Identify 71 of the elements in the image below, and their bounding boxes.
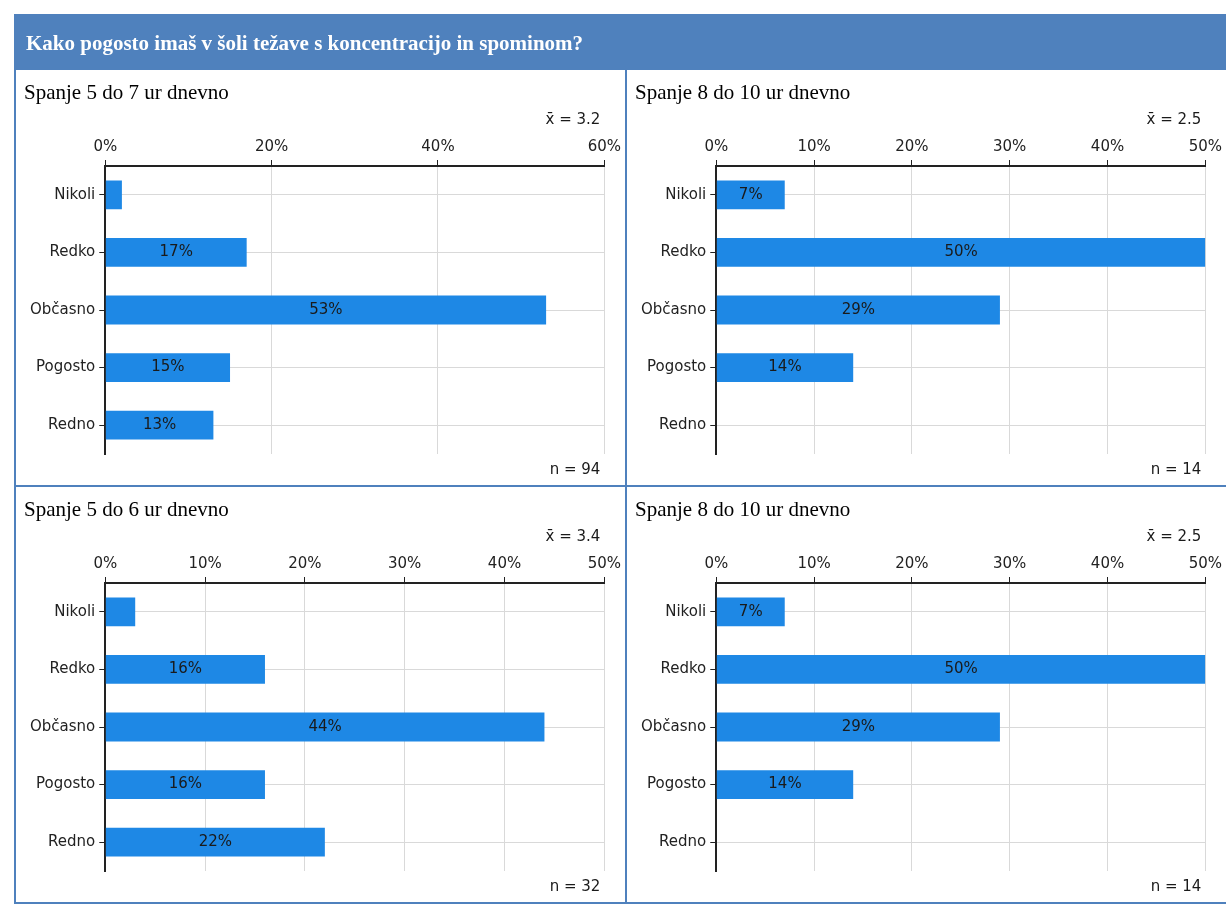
y-tick-label: Nikoli <box>54 601 96 620</box>
x-tick-label: 0% <box>93 553 118 572</box>
y-tick-label: Občasno <box>29 716 96 735</box>
x-tick-label: 60% <box>587 136 621 155</box>
data-label: 22% <box>198 832 232 851</box>
x-tick-label: 0% <box>704 136 729 155</box>
y-tick-label: Občasno <box>640 299 707 318</box>
text: x̄ = 2.5 <box>1146 526 1202 545</box>
chart-subtitle: Spanje 5 do 7 ur dnevno <box>24 80 229 105</box>
y-tick-label: Občasno <box>640 716 707 735</box>
x-tick-label: 50% <box>1188 136 1222 155</box>
x-tick-label: 40% <box>487 553 522 572</box>
data-label: 15% <box>151 357 185 376</box>
y-tick-label: Redko <box>49 242 96 261</box>
data-label: 50% <box>944 242 978 261</box>
y-tick-label: Pogosto <box>647 774 707 793</box>
y-tick-label: Občasno <box>29 299 96 318</box>
x-tick-label: 50% <box>587 553 621 572</box>
x-tick-label: 10% <box>188 553 222 572</box>
text: x̄ = 3.4 <box>545 526 601 545</box>
y-tick-label: Redko <box>660 659 707 678</box>
data-label: 14% <box>768 357 802 376</box>
data-label: 44% <box>308 716 342 735</box>
chart-subtitle: Spanje 5 do 6 ur dnevno <box>24 497 229 522</box>
text: n = 94 <box>549 459 601 478</box>
y-tick-label: Redko <box>660 242 707 261</box>
x-tick-label: 30% <box>993 553 1027 572</box>
text: n = 14 <box>1150 876 1202 895</box>
chart-subtitle: Spanje 8 do 10 ur dnevno <box>635 80 851 105</box>
data-label: 16% <box>168 774 203 793</box>
y-tick-label: Pogosto <box>36 357 96 376</box>
text: n = 14 <box>1150 459 1202 478</box>
chart-subtitle: Spanje 8 do 10 ur dnevno <box>635 497 851 522</box>
y-tick-label: Redno <box>659 832 707 851</box>
x-tick-label: 20% <box>288 553 322 572</box>
data-label: 29% <box>841 716 876 735</box>
data-label: 7% <box>738 601 763 620</box>
x-tick-label: 30% <box>993 136 1027 155</box>
y-tick-label: Redno <box>48 832 96 851</box>
x-tick-label: 10% <box>797 136 831 155</box>
x-tick-label: 30% <box>388 553 422 572</box>
y-tick-label: Redno <box>659 415 707 434</box>
data-label: 14% <box>768 774 802 793</box>
data-label: 53% <box>309 299 343 318</box>
x-tick-label: 40% <box>1090 553 1125 572</box>
x-tick-label: 20% <box>254 136 289 155</box>
text: x̄ = 2.5 <box>1146 109 1202 128</box>
x-tick-label: 40% <box>1090 136 1125 155</box>
y-tick-label: Nikoli <box>665 601 707 620</box>
x-tick-label: 0% <box>704 553 729 572</box>
data-label: 50% <box>944 659 978 678</box>
x-tick-label: 20% <box>895 136 929 155</box>
x-tick-label: 0% <box>93 136 118 155</box>
x-tick-label: 10% <box>797 553 831 572</box>
y-tick-label: Redko <box>49 659 96 678</box>
data-label: 16% <box>168 659 203 678</box>
data-label: 17% <box>159 242 193 261</box>
y-tick-label: Pogosto <box>647 357 707 376</box>
y-tick-label: Redno <box>48 415 96 434</box>
data-label: 29% <box>841 299 876 318</box>
text: n = 32 <box>549 876 601 895</box>
x-tick-label: 40% <box>421 136 455 155</box>
chart-title: Kako pogosto imaš v šoli težave s koncentracijo in spominom? <box>14 14 1226 70</box>
data-label: 7% <box>738 184 763 203</box>
y-tick-label: Pogosto <box>36 774 96 793</box>
x-tick-label: 20% <box>895 553 929 572</box>
x-tick-label: 50% <box>1188 553 1222 572</box>
data-label: 13% <box>142 415 177 434</box>
y-tick-label: Nikoli <box>54 184 96 203</box>
text: x̄ = 3.2 <box>545 109 601 128</box>
y-tick-label: Nikoli <box>665 184 707 203</box>
